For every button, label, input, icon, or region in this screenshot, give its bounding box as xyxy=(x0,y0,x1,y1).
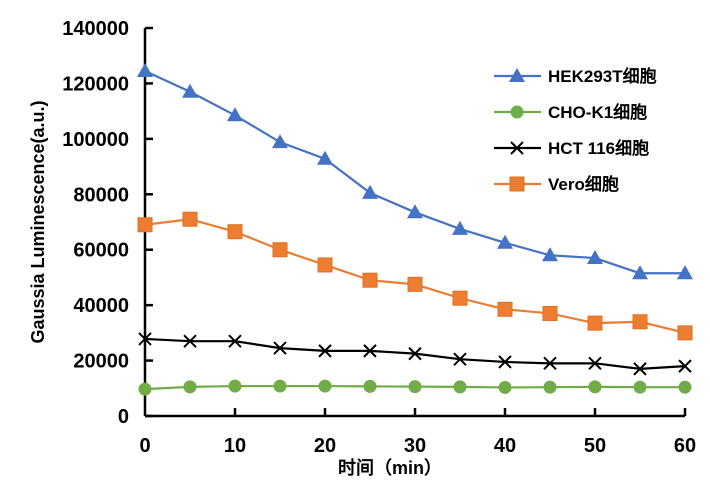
x-marker xyxy=(498,355,512,369)
x-tick-label: 60 xyxy=(674,435,696,457)
square-marker xyxy=(509,176,525,192)
triangle-marker xyxy=(677,265,693,280)
square-marker xyxy=(362,272,378,288)
series-HEK293T细胞 xyxy=(137,62,693,280)
square-marker xyxy=(632,314,648,330)
x-marker xyxy=(138,332,152,346)
y-tick-label: 60000 xyxy=(73,240,129,262)
square-marker xyxy=(542,305,558,321)
series-line xyxy=(144,218,686,334)
square-marker xyxy=(452,290,468,306)
square-marker xyxy=(587,315,603,331)
triangle-marker xyxy=(317,150,333,165)
axes: 0 20000 40000 60000 80000 100000 120000 140000 0… xyxy=(62,18,696,457)
circle-marker xyxy=(498,380,512,394)
legend-label: CHO-K1细胞 xyxy=(548,102,647,122)
y-tick-label: 140000 xyxy=(62,18,129,40)
triangle-marker xyxy=(497,234,513,249)
circle-marker xyxy=(408,380,422,394)
triangle-marker xyxy=(452,220,468,235)
triangle-marker xyxy=(632,265,648,280)
x-marker xyxy=(363,344,377,358)
triangle-marker xyxy=(509,68,525,82)
x-marker xyxy=(588,356,602,371)
legend-item: HCT 116细胞 xyxy=(494,138,649,158)
legend-label: HEK293T细胞 xyxy=(548,66,657,86)
square-marker xyxy=(677,325,693,341)
legend: HEK293T细胞 CHO-K1细胞 HCT 116细胞 Vero细胞 xyxy=(494,66,657,194)
triangle-marker xyxy=(272,134,288,149)
triangle-marker xyxy=(137,62,153,77)
triangle-marker xyxy=(362,184,378,199)
circle-marker xyxy=(363,379,377,393)
x-marker xyxy=(543,356,557,371)
circle-marker xyxy=(678,380,692,394)
legend-item: Vero细胞 xyxy=(494,174,619,194)
circle-marker xyxy=(138,382,152,396)
x-marker xyxy=(228,334,242,348)
series-line xyxy=(144,69,685,275)
x-tick-label: 20 xyxy=(314,435,336,457)
circle-marker xyxy=(228,379,242,393)
y-axis-label: Gaussia Luminescence(a.u.) xyxy=(28,100,48,343)
triangle-marker xyxy=(182,83,198,98)
series-HCT 116细胞 xyxy=(138,332,692,376)
y-tick-label: 100000 xyxy=(62,129,129,151)
y-tick-label: 0 xyxy=(118,406,129,428)
square-marker xyxy=(227,224,243,240)
triangle-marker xyxy=(542,247,558,262)
square-marker xyxy=(182,211,198,227)
square-marker xyxy=(272,242,288,258)
y-tick-label: 120000 xyxy=(62,73,129,95)
series-Vero细胞 xyxy=(137,211,693,341)
circle-marker xyxy=(510,105,524,119)
x-tick-label: 50 xyxy=(584,435,606,457)
circle-marker xyxy=(633,380,647,394)
x-axis-label: 时间（min） xyxy=(338,458,442,478)
x-marker xyxy=(678,359,692,373)
square-marker xyxy=(497,301,513,317)
triangle-marker xyxy=(227,107,243,122)
legend-item: CHO-K1细胞 xyxy=(494,102,647,122)
square-marker xyxy=(407,276,423,292)
y-tick-label: 40000 xyxy=(73,295,129,317)
y-tick-label: 20000 xyxy=(73,351,129,373)
x-tick-label: 10 xyxy=(224,435,246,457)
x-marker xyxy=(633,362,647,376)
circle-marker xyxy=(183,380,197,394)
x-marker xyxy=(273,341,287,355)
legend-label: Vero细胞 xyxy=(548,174,619,194)
circle-marker xyxy=(453,380,467,394)
x-marker xyxy=(183,334,197,348)
legend-item: HEK293T细胞 xyxy=(494,66,657,86)
x-tick-label: 30 xyxy=(404,435,426,457)
x-marker xyxy=(408,346,422,361)
series-CHO-K1细胞 xyxy=(138,379,692,396)
triangle-marker xyxy=(407,204,423,219)
y-tick-label: 80000 xyxy=(73,184,129,206)
circle-marker xyxy=(318,379,332,393)
series-group xyxy=(137,62,693,396)
x-marker xyxy=(453,352,467,366)
x-tick-label: 40 xyxy=(494,435,516,457)
triangle-marker xyxy=(587,250,603,265)
legend-label: HCT 116细胞 xyxy=(548,138,649,158)
circle-marker xyxy=(588,380,602,394)
x-marker xyxy=(510,141,524,155)
x-tick-label: 0 xyxy=(139,435,150,457)
square-marker xyxy=(317,257,333,273)
circle-marker xyxy=(273,379,287,393)
circle-marker xyxy=(543,380,557,394)
square-marker xyxy=(137,217,153,233)
x-marker xyxy=(318,344,332,358)
